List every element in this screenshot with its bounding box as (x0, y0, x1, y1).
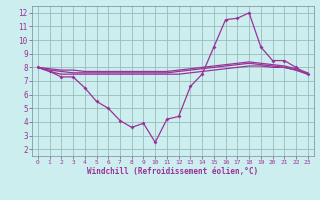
X-axis label: Windchill (Refroidissement éolien,°C): Windchill (Refroidissement éolien,°C) (87, 167, 258, 176)
